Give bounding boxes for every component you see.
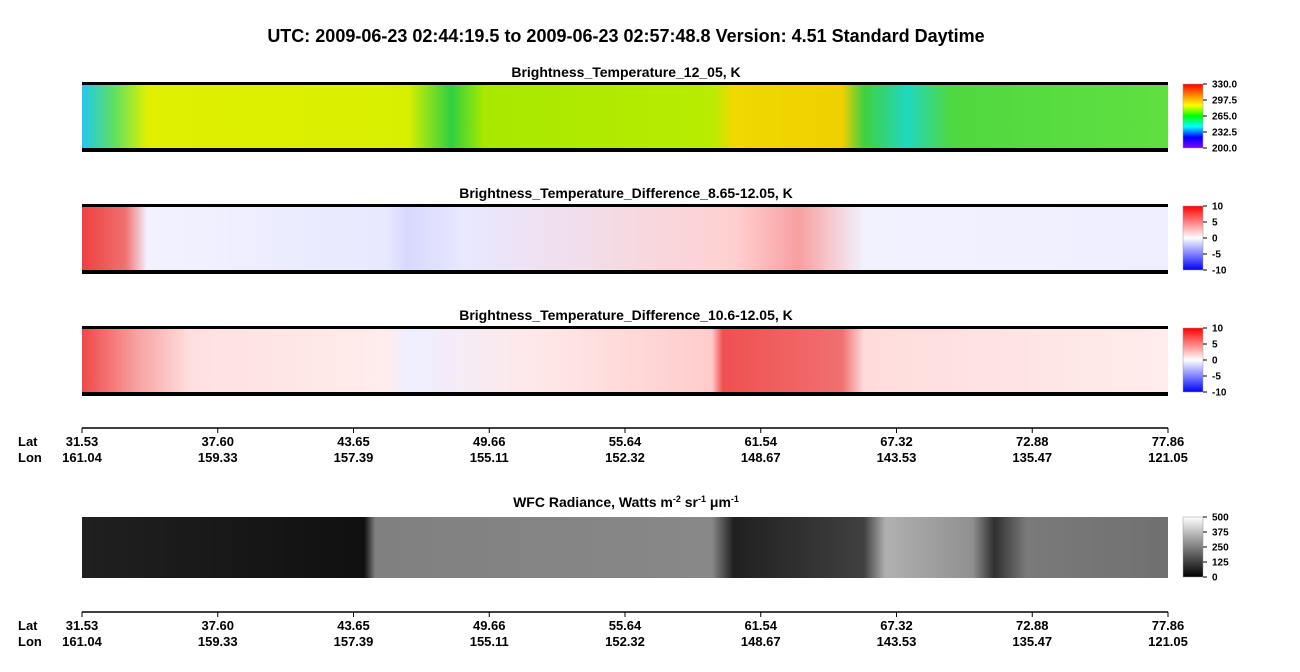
colorbar-tick-label: 297.5 <box>1212 96 1237 107</box>
panel-title: WFC Radiance, Watts m-2 sr-1 μm-1 <box>513 494 739 510</box>
top-bar <box>82 326 1168 329</box>
bottom-bar <box>82 148 1168 152</box>
main-title: UTC: 2009-06-23 02:44:19.5 to 2009-06-23… <box>267 26 984 46</box>
colorbar-tick-label: -10 <box>1212 266 1227 277</box>
lat-tick-label: 49.66 <box>473 618 506 633</box>
lon-tick-label: 121.05 <box>1148 450 1188 465</box>
top-bar <box>82 82 1168 85</box>
panel-title: Brightness_Temperature_12_05, K <box>511 64 740 80</box>
colorbar-tick-label: 375 <box>1212 528 1229 539</box>
bottom-bar <box>82 270 1168 274</box>
colorbar-tick-label: 10 <box>1212 202 1224 213</box>
lon-tick-label: 143.53 <box>877 450 917 465</box>
colorbar-tick-label: 0 <box>1212 234 1218 245</box>
colorbar-tick-label: 500 <box>1212 513 1229 524</box>
colorbar-tick-label: 250 <box>1212 543 1229 554</box>
lon-tick-label: 135.47 <box>1012 450 1052 465</box>
lat-tick-label: 67.32 <box>880 618 913 633</box>
lat-tick-label: 37.60 <box>201 434 234 449</box>
lat-tick-label: 43.65 <box>337 618 370 633</box>
colorbar-tick-label: -5 <box>1212 250 1221 261</box>
lat-tick-label: 37.60 <box>201 618 234 633</box>
top-bar <box>82 204 1168 207</box>
colorbar-tick-label: 5 <box>1212 218 1218 229</box>
image <box>82 517 1168 578</box>
lon-tick-label: 152.32 <box>605 634 645 649</box>
lon-label: Lon <box>18 634 42 649</box>
lon-tick-label: 148.67 <box>741 450 781 465</box>
lat-tick-label: 55.64 <box>609 618 642 633</box>
image <box>82 328 1168 394</box>
lon-tick-label: 159.33 <box>198 450 238 465</box>
lat-label: Lat <box>18 434 38 449</box>
colorbar <box>1182 516 1204 578</box>
lat-tick-label: 31.53 <box>66 434 99 449</box>
image <box>82 84 1168 150</box>
colorbar <box>1182 205 1204 271</box>
panel-title: Brightness_Temperature_Difference_10.6-1… <box>459 307 793 323</box>
lat-tick-label: 77.86 <box>1152 618 1185 633</box>
colorbar-tick-label: 125 <box>1212 558 1229 569</box>
title-part: WFC Radiance, Watts m <box>513 494 673 510</box>
panel-title: Brightness_Temperature_Difference_8.65-1… <box>459 185 793 201</box>
lon-tick-label: 161.04 <box>62 450 103 465</box>
lon-tick-label: 148.67 <box>741 634 781 649</box>
lat-tick-label: 67.32 <box>880 434 913 449</box>
title-part: Brightness_Temperature_12_05, K <box>511 64 740 80</box>
lat-tick-label: 61.54 <box>744 618 777 633</box>
title-part: Brightness_Temperature_Difference_10.6-1… <box>459 307 793 323</box>
title-part: -1 <box>698 494 706 504</box>
lon-tick-label: 157.39 <box>334 634 374 649</box>
colorbar-tick-label: 0 <box>1212 356 1218 367</box>
lat-tick-label: 72.88 <box>1016 618 1049 633</box>
colorbar-tick-label: 10 <box>1212 324 1224 335</box>
lon-tick-label: 155.11 <box>470 450 509 465</box>
lon-tick-label: 159.33 <box>198 634 238 649</box>
lon-label: Lon <box>18 450 42 465</box>
title-part: Brightness_Temperature_Difference_8.65-1… <box>459 185 793 201</box>
title-part: sr <box>681 494 699 510</box>
lat-tick-label: 72.88 <box>1016 434 1049 449</box>
colorbar-tick-label: 330.0 <box>1212 80 1237 91</box>
lon-tick-label: 152.32 <box>605 450 645 465</box>
bottom-bar <box>82 392 1168 396</box>
colorbar-tick-label: -10 <box>1212 388 1227 399</box>
lat-label: Lat <box>18 618 38 633</box>
lat-tick-label: 55.64 <box>609 434 642 449</box>
colorbar <box>1182 327 1204 393</box>
lat-tick-label: 43.65 <box>337 434 370 449</box>
title-part: -2 <box>673 494 681 504</box>
title-part: μm <box>706 494 731 510</box>
colorbar-tick-label: 200.0 <box>1212 144 1237 155</box>
colorbar-tick-label: 265.0 <box>1212 112 1237 123</box>
lon-tick-label: 161.04 <box>62 634 103 649</box>
colorbar-tick-label: 5 <box>1212 340 1218 351</box>
lat-tick-label: 77.86 <box>1152 434 1185 449</box>
colorbar-tick-label: -5 <box>1212 372 1221 383</box>
lat-tick-label: 49.66 <box>473 434 506 449</box>
title-part: -1 <box>731 494 739 504</box>
lat-tick-label: 31.53 <box>66 618 99 633</box>
lon-tick-label: 155.11 <box>470 634 509 649</box>
lat-tick-label: 61.54 <box>744 434 777 449</box>
image <box>82 206 1168 272</box>
colorbar <box>1182 83 1204 149</box>
lon-tick-label: 135.47 <box>1012 634 1052 649</box>
lon-tick-label: 143.53 <box>877 634 917 649</box>
lon-tick-label: 121.05 <box>1148 634 1188 649</box>
colorbar-tick-label: 232.5 <box>1212 128 1237 139</box>
lon-tick-label: 157.39 <box>334 450 374 465</box>
colorbar-tick-label: 0 <box>1212 573 1218 584</box>
